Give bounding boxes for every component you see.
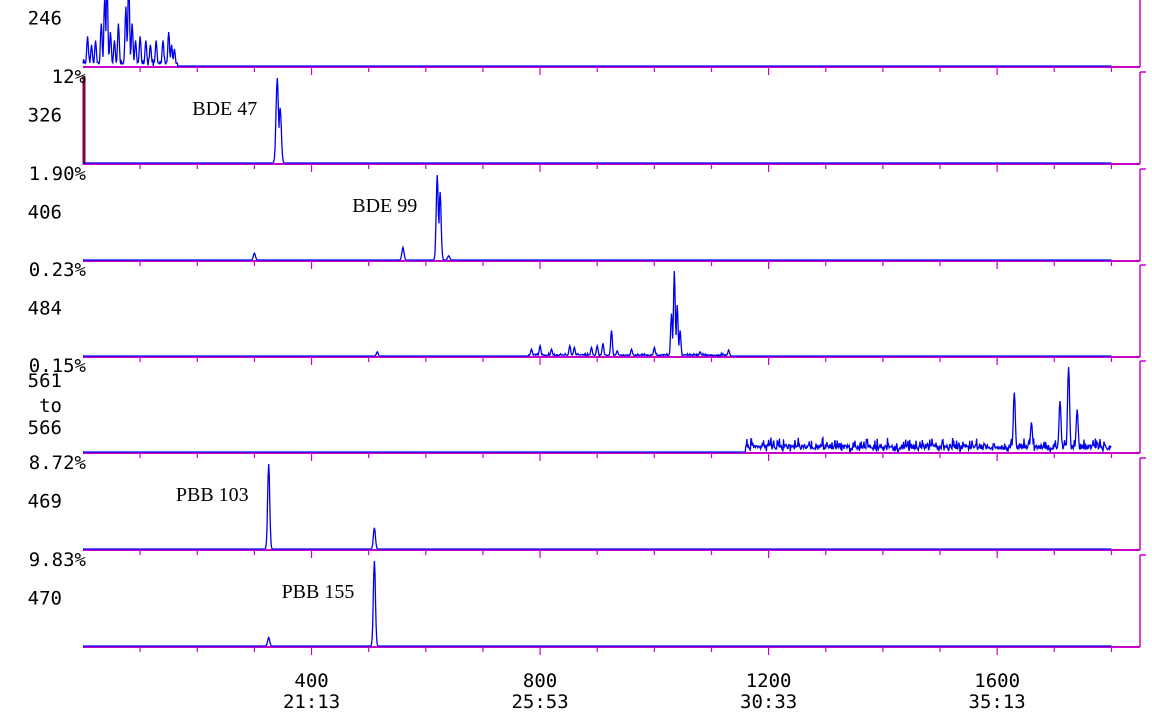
panel-4: 484 0.23% (28, 259, 1146, 365)
x-tick-label-scan: 400 (294, 670, 328, 692)
mass-label-line: 566 (28, 417, 62, 439)
panel-3: 406 1.90% BDE 99 (28, 163, 1146, 269)
scale-label: 8.72% (29, 452, 87, 474)
mass-label: 470 (28, 588, 62, 610)
x-tick-label-scan: 800 (523, 670, 557, 692)
x-tick-label-scan: 1200 (746, 670, 792, 692)
scale-label: 12% (52, 66, 87, 88)
mass-label: 469 (28, 491, 62, 513)
panel-7: 470 9.83% PBB 155 (28, 549, 1146, 655)
mass-label: 484 (28, 298, 62, 320)
peak-annotation: PBB 103 (176, 484, 249, 506)
mass-label-line: to (39, 395, 62, 417)
x-tick-label-time: 30:33 (740, 691, 797, 713)
x-tick-label-time: 21:13 (283, 691, 340, 713)
trace-line (83, 463, 1112, 550)
trace-line (83, 270, 1112, 358)
trace-line (83, 174, 1112, 261)
scale-label: 0.23% (29, 259, 87, 281)
trace-line (83, 77, 1112, 164)
mass-label: 246 (28, 8, 62, 30)
mass-label: 326 (28, 105, 62, 127)
scale-label: 9.83% (29, 549, 87, 571)
scale-label: 0.15% (29, 355, 87, 377)
panel-2: 326 12% BDE 47 (28, 66, 1146, 172)
mass-label-line: 561 (28, 370, 62, 392)
x-tick-label-time: 25:53 (511, 691, 568, 713)
scale-label: 1.90% (29, 163, 87, 185)
mass-label: 406 (28, 202, 62, 224)
x-tick-label-time: 35:13 (969, 691, 1026, 713)
peak-annotation: BDE 47 (192, 98, 257, 120)
panel-1: 246 (28, 0, 1141, 75)
trace-line (83, 560, 1112, 647)
x-tick-label-scan: 1600 (974, 670, 1020, 692)
panel-6: 469 8.72% PBB 103 (28, 452, 1146, 558)
trace-line (83, 366, 1112, 454)
peak-annotation: PBB 155 (282, 581, 355, 603)
peak-annotation: BDE 99 (352, 195, 417, 217)
trace-line (82, 0, 1112, 67)
